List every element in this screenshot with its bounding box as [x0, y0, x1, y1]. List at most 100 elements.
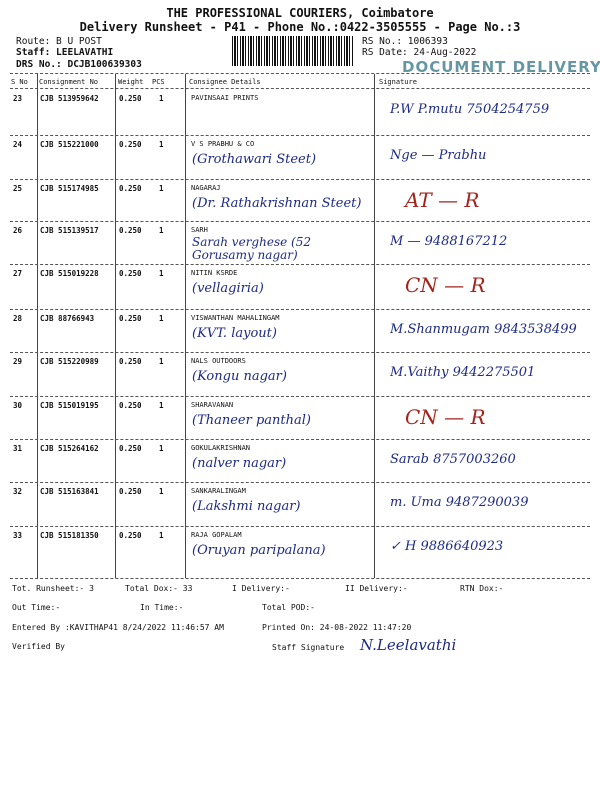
- row-divider: [10, 482, 590, 483]
- row-consignment-no: CJB 515220989: [40, 357, 99, 366]
- rs-no: RS No.: 1006393: [362, 36, 448, 47]
- row-consignee-name: NALS OUTDOORS: [191, 357, 246, 365]
- row-consignee-name: NAGARAJ: [191, 184, 221, 192]
- row-consignee-name: V S PRABHU & CO: [191, 140, 255, 148]
- row-weight: 0.250: [119, 487, 142, 496]
- col-consignee: Consignee Details: [189, 78, 261, 86]
- rs-date: RS Date: 24-Aug-2022: [362, 47, 477, 58]
- row-handwritten-address: (nalver nagar): [192, 456, 287, 471]
- row-pcs: 1: [159, 357, 164, 366]
- row-divider: [10, 309, 590, 310]
- row-consignee-name: RAJA GOPALAM: [191, 531, 242, 539]
- row-consignment-no: CJB 515174985: [40, 184, 99, 193]
- row-handwritten-address: (vellagiria): [192, 281, 264, 296]
- col-weight: Weight: [118, 78, 144, 86]
- out-time: Out Time:-: [12, 603, 61, 612]
- row-handwritten-address: (Lakshmi nagar): [192, 499, 301, 514]
- row-signature: M — 9488167212: [390, 234, 508, 249]
- column-line: [37, 74, 38, 578]
- i-delivery: I Delivery:-: [232, 584, 290, 593]
- staff-signature: N.Leelavathi: [360, 636, 457, 654]
- row-signature: M.Vaithy 9442275501: [390, 365, 536, 380]
- row-divider: [10, 264, 590, 265]
- row-pcs: 1: [159, 444, 164, 453]
- total-dox: Total Dox:- 33: [125, 584, 193, 593]
- row-consignee-name: VISWANTHAN MAHALINGAM: [191, 314, 280, 322]
- row-consignee-name: SANKARALINGAM: [191, 487, 246, 495]
- row-weight: 0.250: [119, 140, 142, 149]
- row-divider: [10, 396, 590, 397]
- row-signature: CN — R: [405, 273, 486, 297]
- row-weight: 0.250: [119, 314, 142, 323]
- row-sno: 25: [13, 184, 23, 193]
- row-signature: m. Uma 9487290039: [390, 495, 529, 510]
- row-sno: 26: [13, 226, 23, 235]
- company-title: THE PROFESSIONAL COURIERS, Coimbatore: [166, 6, 434, 20]
- row-handwritten-address: (Dr. Rathakrishnan Steet): [192, 196, 362, 211]
- row-consignment-no: CJB 88766943: [40, 314, 95, 323]
- row-divider: [10, 352, 590, 353]
- tot-runsheet: Tot. Runsheet:- 3: [12, 584, 94, 593]
- row-consignment-no: CJB 515221000: [40, 140, 99, 149]
- row-handwritten-address: (Grothawari Steet): [192, 152, 317, 167]
- row-handwritten-address: (KVT. layout): [192, 326, 277, 341]
- table-bottom-divider: [10, 578, 590, 579]
- ii-delivery: II Delivery:-: [345, 584, 408, 593]
- row-consignment-no: CJB 515181350: [40, 531, 99, 540]
- row-sno: 23: [13, 94, 23, 103]
- row-signature: P.W P.mutu 7504254759: [390, 102, 550, 117]
- row-pcs: 1: [159, 184, 164, 193]
- row-signature: Sarab 8757003260: [390, 452, 516, 467]
- row-pcs: 1: [159, 401, 164, 410]
- header-divider: [10, 88, 590, 89]
- row-consignee-name: SHARAVANAN: [191, 401, 234, 409]
- row-divider: [10, 135, 590, 136]
- column-line: [115, 74, 116, 578]
- barcode: [232, 36, 354, 66]
- row-sno: 30: [13, 401, 23, 410]
- row-sno: 27: [13, 269, 23, 278]
- row-pcs: 1: [159, 226, 164, 235]
- runsheet-subtitle: Delivery Runsheet - P41 - Phone No.:0422…: [79, 20, 521, 34]
- staff: Staff: LEELAVATHI: [16, 47, 114, 58]
- row-sno: 33: [13, 531, 23, 540]
- row-divider: [10, 179, 590, 180]
- row-sno: 29: [13, 357, 23, 366]
- row-consignment-no: CJB 515163841: [40, 487, 99, 496]
- row-pcs: 1: [159, 314, 164, 323]
- row-divider: [10, 439, 590, 440]
- row-handwritten-address: (Thaneer panthal): [192, 413, 311, 428]
- row-handwritten-address: (Oruyan paripalana): [192, 543, 326, 558]
- row-consignee-name: GOKULAKRISHNAN: [191, 444, 251, 452]
- row-weight: 0.250: [119, 401, 142, 410]
- verified-by: Verified By: [12, 642, 65, 651]
- row-consignment-no: CJB 515019228: [40, 269, 99, 278]
- route: Route: B U POST: [16, 36, 102, 47]
- table-top-divider: [10, 73, 590, 74]
- row-sno: 31: [13, 444, 23, 453]
- col-consignment: Consignment No: [39, 78, 99, 86]
- row-signature: M.Shanmugam 9843538499: [390, 322, 577, 337]
- row-consignee-name: NITIN KSRDE: [191, 269, 238, 277]
- total-pod: Total POD:-: [262, 603, 315, 612]
- row-consignee-name: PAVINSAAI PRINTS: [191, 94, 259, 102]
- col-signature: Signature: [379, 78, 417, 86]
- row-weight: 0.250: [119, 184, 142, 193]
- row-sno: 24: [13, 140, 23, 149]
- row-handwritten-address: (Kongu nagar): [192, 369, 287, 384]
- column-line: [374, 74, 375, 578]
- col-pcs: PCS: [152, 78, 165, 86]
- row-weight: 0.250: [119, 226, 142, 235]
- row-signature: ✓ H 9886640923: [390, 539, 504, 554]
- row-consignment-no: CJB 515139517: [40, 226, 99, 235]
- row-signature: AT — R: [405, 188, 480, 212]
- row-pcs: 1: [159, 140, 164, 149]
- row-pcs: 1: [159, 487, 164, 496]
- row-divider: [10, 221, 590, 222]
- row-weight: 0.250: [119, 357, 142, 366]
- row-pcs: 1: [159, 94, 164, 103]
- row-handwritten-address: Sarah verghese (52 Gorusamy nagar): [192, 235, 311, 262]
- row-pcs: 1: [159, 269, 164, 278]
- row-consignment-no: CJB 515264162: [40, 444, 99, 453]
- drs-no: DRS No.: DCJB100639303: [16, 59, 142, 70]
